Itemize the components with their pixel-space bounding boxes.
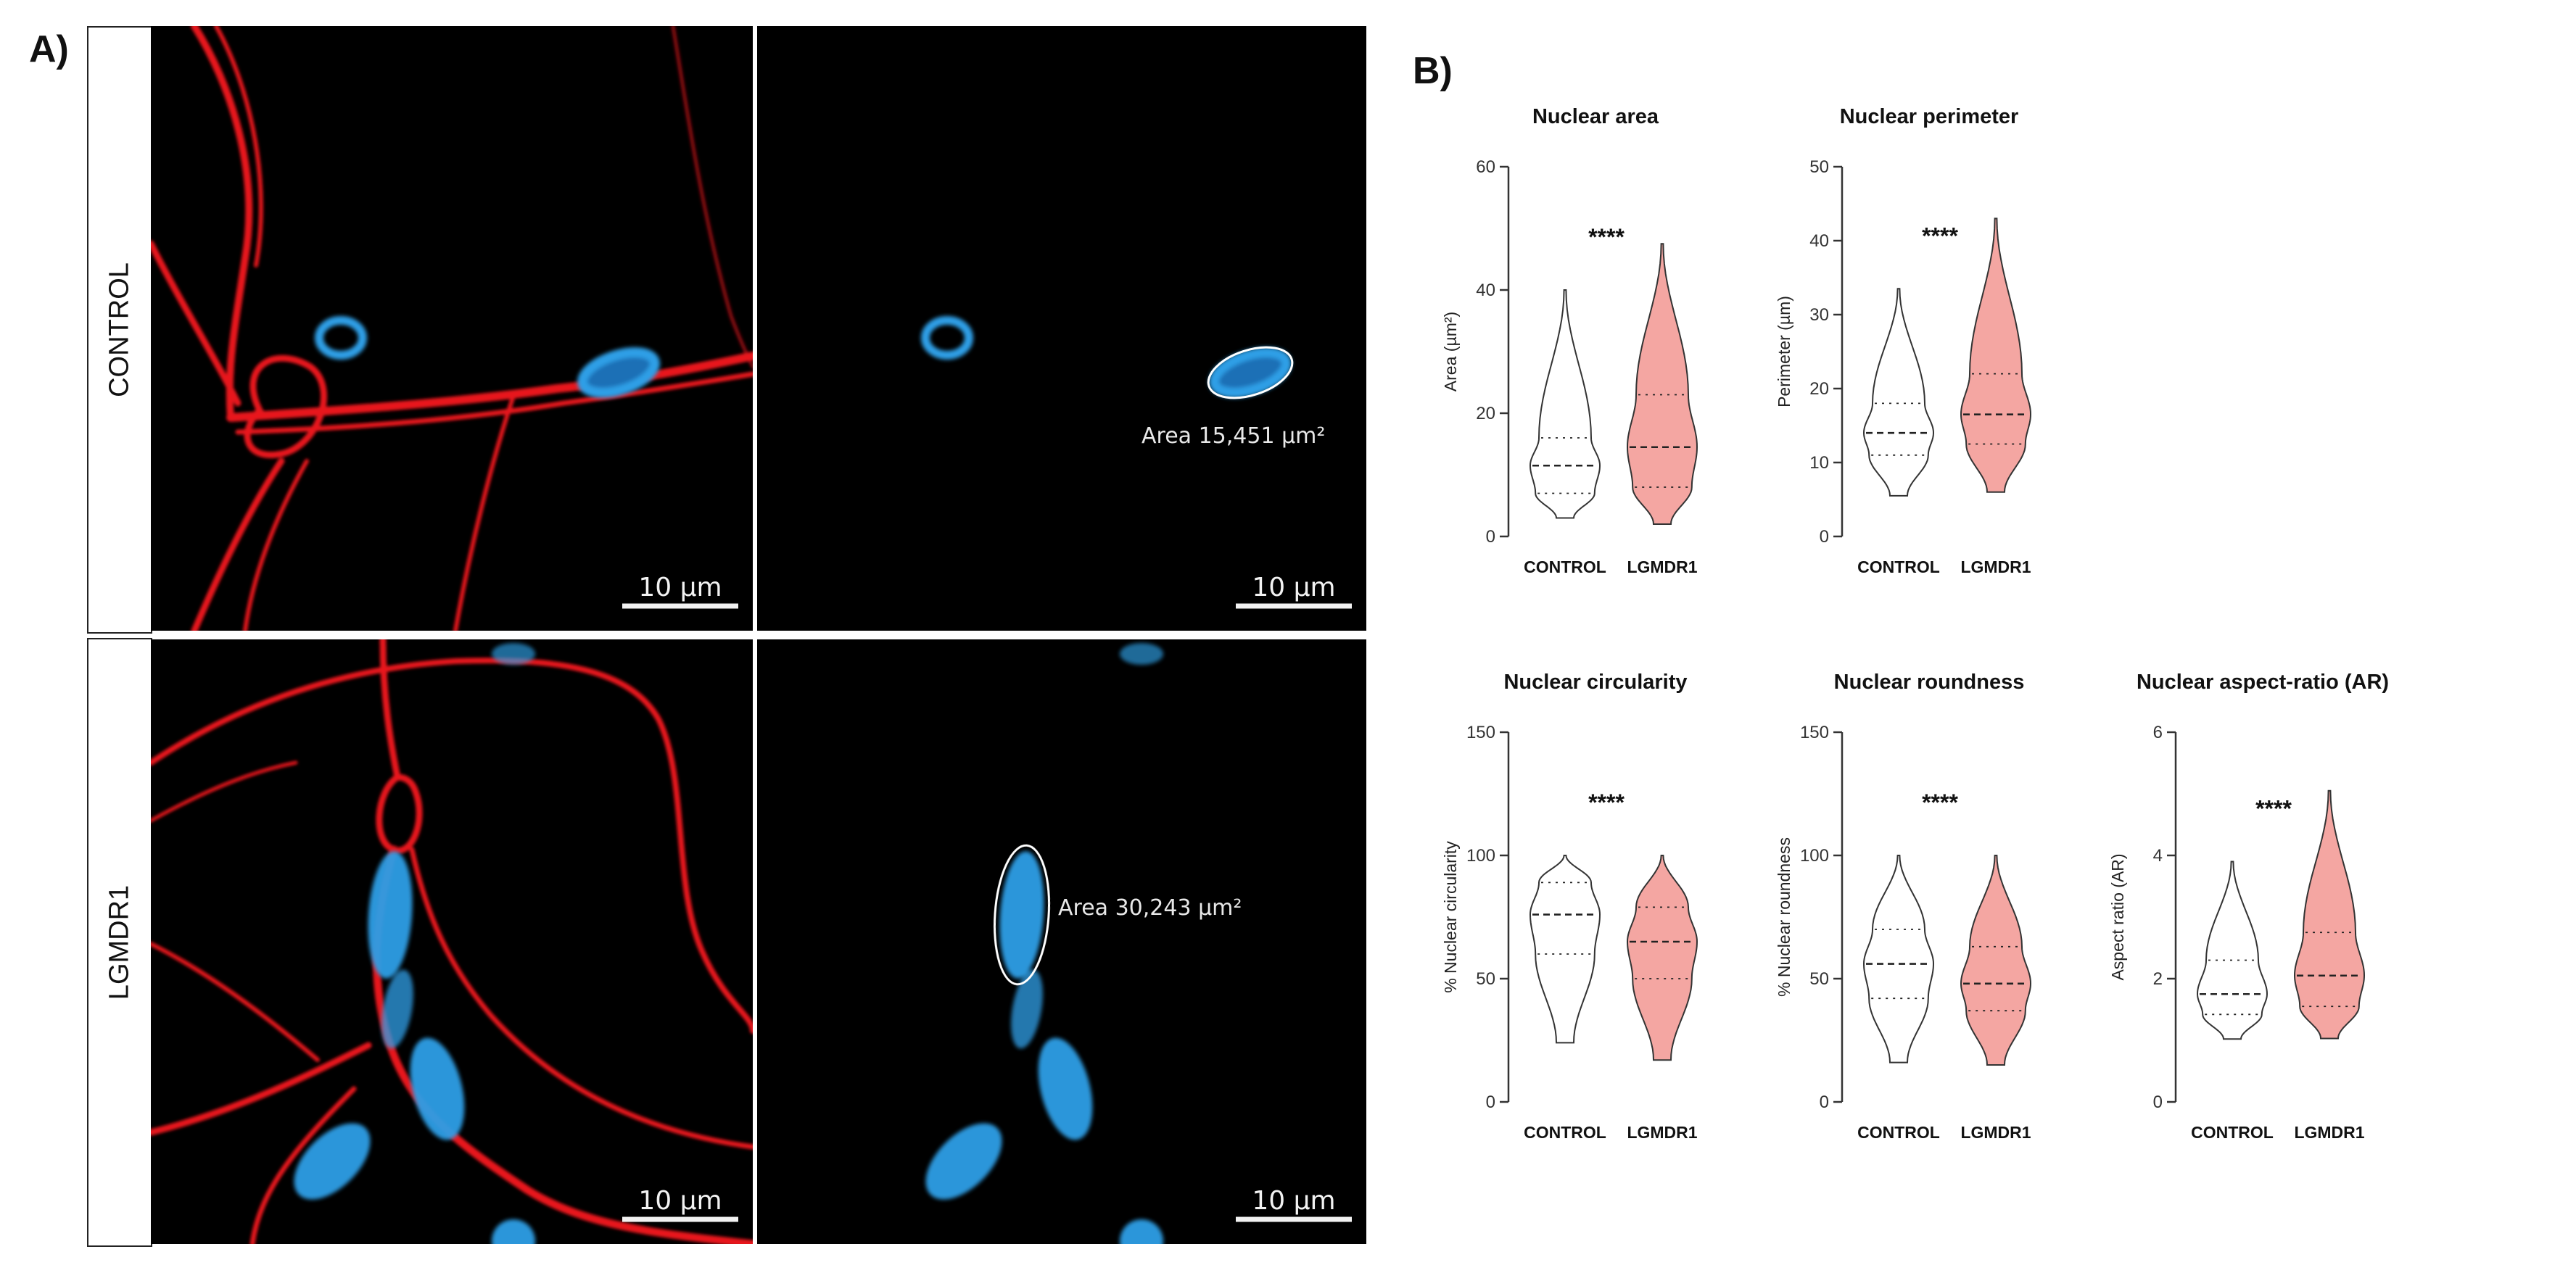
- y-axis-label: Aspect ratio (AR): [2108, 853, 2127, 980]
- area-annotation-control: Area 15,451 µm²: [1142, 423, 1325, 449]
- category-label: CONTROL: [1857, 1123, 1940, 1142]
- area-annotation-lgmdr1: Area 30,243 µm²: [1058, 895, 1242, 921]
- violin-lgmdr1: [1626, 243, 1698, 525]
- y-tick-label: 2: [2153, 969, 2163, 989]
- y-tick-label: 40: [1809, 231, 1829, 251]
- scalebar-label: 10 µm: [1252, 1186, 1335, 1216]
- y-tick-label: 0: [1820, 527, 1829, 547]
- y-tick-label: 100: [1466, 846, 1495, 866]
- scalebar-label: 10 µm: [638, 573, 722, 602]
- violin-control: [1862, 855, 1935, 1063]
- chart-1: 0 10 20 30 40 50 Nuclear perimeter Perimeter (µ…: [1775, 105, 2032, 576]
- y-axis-label: Area (µm²): [1441, 312, 1460, 391]
- y-tick-label: 0: [2153, 1092, 2163, 1112]
- violin-control: [1862, 288, 1935, 497]
- y-tick-label: 0: [1820, 1092, 1829, 1112]
- row-label-control-box: CONTROL: [87, 26, 152, 634]
- row-label-lgmdr1-box: LGMDR1: [87, 638, 152, 1247]
- y-axis-label: % Nuclear roundness: [1775, 837, 1793, 997]
- chart-title: Nuclear perimeter: [1840, 105, 2019, 128]
- y-tick-label: 100: [1800, 846, 1829, 866]
- row-label-lgmdr1: LGMDR1: [104, 884, 135, 1000]
- chart-title: Nuclear aspect-ratio (AR): [2137, 671, 2389, 694]
- y-tick-label: 20: [1476, 404, 1495, 423]
- y-axis-label: Perimeter (µm): [1775, 296, 1793, 407]
- category-label: CONTROL: [2191, 1123, 2274, 1142]
- chart-3: 0 50 100 150 Nuclear roundness % Nuclear roun…: [1775, 671, 2032, 1142]
- category-label: CONTROL: [1524, 557, 1606, 576]
- scalebar-label: 10 µm: [1252, 573, 1335, 602]
- y-tick-label: 50: [1476, 969, 1495, 989]
- significance-stars: ****: [2255, 796, 2292, 822]
- chart-title: Nuclear circularity: [1503, 671, 1687, 694]
- micrograph-control-nuclei: Area 15,451 µm² 10 µm: [757, 26, 1366, 631]
- violin-lgmdr1: [1960, 217, 2032, 493]
- panel-a-label: A): [29, 28, 69, 70]
- panel-b-label: B): [1413, 50, 1453, 92]
- scalebar-label: 10 µm: [638, 1186, 722, 1216]
- significance-stars: ****: [1922, 223, 1958, 249]
- violin-control: [1529, 855, 1601, 1044]
- y-tick-label: 30: [1809, 305, 1829, 325]
- category-label: LGMDR1: [1627, 1123, 1697, 1142]
- category-label: CONTROL: [1857, 557, 1940, 576]
- category-label: LGMDR1: [1627, 557, 1697, 576]
- y-tick-label: 40: [1476, 281, 1495, 300]
- y-tick-label: 0: [1486, 527, 1495, 547]
- chart-title: Nuclear area: [1532, 105, 1659, 128]
- row-label-control: CONTROL: [104, 262, 135, 397]
- chart-2: 0 50 100 150 Nuclear circularity % Nuclear ci…: [1441, 671, 1698, 1142]
- y-tick-label: 0: [1486, 1092, 1495, 1112]
- violin-lgmdr1: [2293, 789, 2366, 1040]
- significance-stars: ****: [1588, 789, 1625, 816]
- category-label: CONTROL: [1524, 1123, 1606, 1142]
- y-tick-label: 6: [2153, 723, 2163, 742]
- violin-control: [1529, 289, 1601, 519]
- category-label: LGMDR1: [1960, 1123, 2031, 1142]
- chart-title: Nuclear roundness: [1834, 671, 2025, 694]
- y-tick-label: 20: [1809, 379, 1829, 399]
- chart-4: 0 2 4 6 Nuclear aspect-ratio (AR) Aspect rati…: [2108, 671, 2389, 1142]
- category-label: LGMDR1: [2294, 1123, 2364, 1142]
- y-tick-label: 60: [1476, 157, 1495, 177]
- y-tick-label: 150: [1800, 723, 1829, 742]
- y-axis-label: % Nuclear circularity: [1441, 841, 1460, 993]
- significance-stars: ****: [1588, 224, 1625, 250]
- y-tick-label: 150: [1466, 723, 1495, 742]
- y-tick-label: 4: [2153, 846, 2163, 866]
- violin-control: [2196, 861, 2269, 1040]
- chart-0: 0 20 40 60 Nuclear area Area (µm²) CONTROL LGMD…: [1441, 105, 1698, 576]
- significance-stars: ****: [1922, 789, 1958, 816]
- micrograph-lgmdr1-nuclei: Area 30,243 µm² 10 µm: [757, 639, 1366, 1244]
- y-tick-label: 50: [1809, 969, 1829, 989]
- y-tick-label: 10: [1809, 453, 1829, 473]
- y-tick-label: 50: [1809, 157, 1829, 177]
- violin-charts: 0 20 40 60 Nuclear area Area (µm²) CONTROL LGMD…: [1407, 72, 2567, 1261]
- micrograph-control-merged: 10 µm: [151, 26, 753, 631]
- category-label: LGMDR1: [1960, 557, 2031, 576]
- micrograph-lgmdr1-merged: 10 µm: [151, 639, 753, 1244]
- violin-lgmdr1: [1960, 855, 2032, 1066]
- violin-lgmdr1: [1626, 855, 1698, 1061]
